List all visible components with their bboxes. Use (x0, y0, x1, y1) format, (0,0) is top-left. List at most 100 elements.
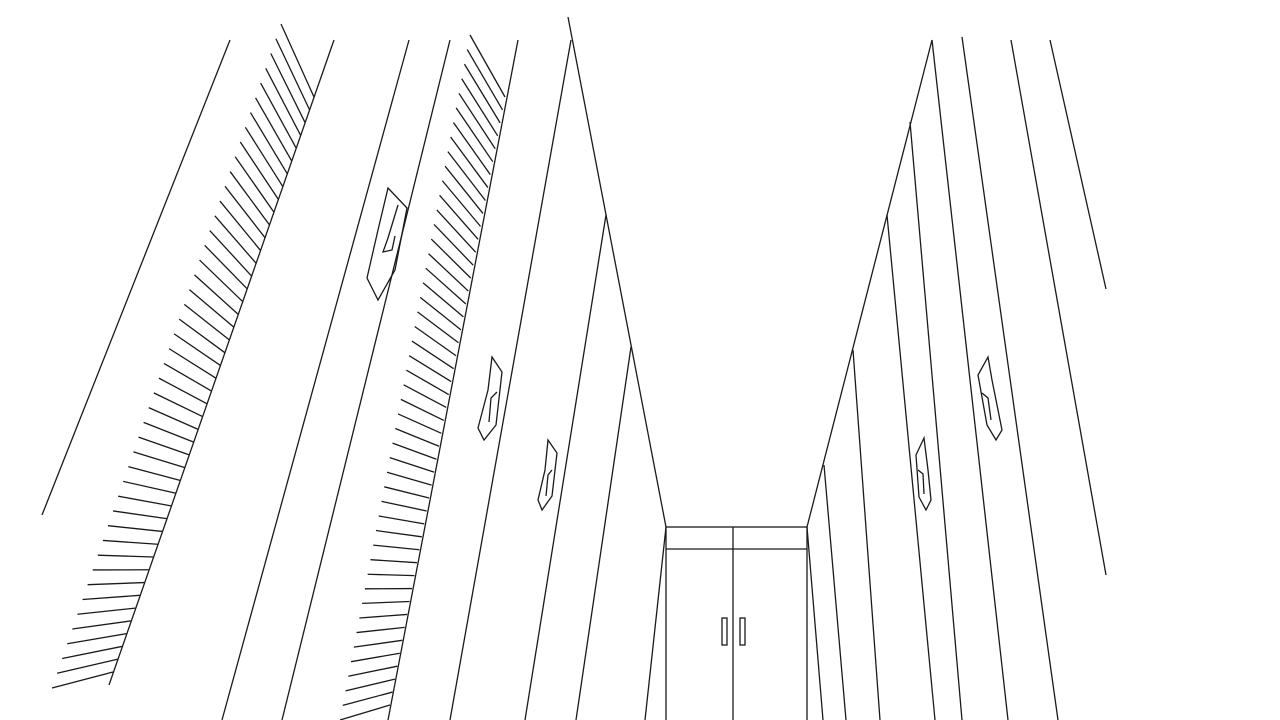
hatch-line (87, 581, 145, 586)
hatch-line (414, 325, 457, 357)
right-panel-line (823, 464, 847, 720)
hatch-line (204, 244, 248, 290)
hatch-line (441, 180, 482, 227)
hatch-line (239, 141, 279, 200)
hatch-line (339, 704, 391, 720)
hatch-line (199, 259, 243, 302)
hatch-line (406, 369, 450, 396)
hatch-line (370, 559, 417, 564)
left-edge-line (41, 39, 231, 516)
hatch-line (158, 377, 208, 405)
hatch-line (234, 156, 275, 213)
door-handle-detail (488, 391, 498, 423)
hatch-line (463, 63, 501, 124)
door-handle-icon (477, 355, 503, 442)
right-panel-line (852, 349, 881, 720)
door-handle-detail (917, 469, 925, 495)
hatch-line (386, 471, 432, 486)
hatch-line (168, 348, 217, 379)
hatch-line (219, 200, 261, 251)
hatch-line (353, 639, 403, 648)
hatch-line (224, 185, 266, 238)
hatch-line (384, 486, 430, 499)
hatch-line (62, 645, 123, 660)
door-handle-icon (537, 438, 558, 512)
right-edge-line (1049, 39, 1107, 290)
hatch-line (72, 620, 131, 630)
left-panel-line (221, 39, 410, 720)
hatch-line (244, 126, 284, 187)
right-panel-line (909, 121, 963, 720)
hatch-line (280, 23, 315, 98)
ceiling-edge-left (567, 16, 667, 528)
hatch-line (214, 215, 257, 264)
hatch-line (107, 525, 163, 533)
hatch-line (128, 466, 181, 481)
hatch-line (51, 671, 114, 689)
hatch-line (444, 165, 484, 214)
hatch-line (356, 626, 405, 634)
door-handle-icon (915, 435, 932, 512)
hatch-line (153, 392, 203, 418)
hatch-line (270, 53, 306, 123)
hatch-line (450, 136, 489, 188)
left-hatched-strip (51, 23, 315, 689)
door-handle-icon (366, 186, 408, 302)
hatch-line (183, 303, 230, 341)
right-panel-line (806, 526, 824, 720)
hatch-line (397, 413, 442, 434)
hatch-line (265, 67, 302, 136)
hatch-line (408, 355, 452, 383)
hatch-line (133, 451, 185, 469)
center-strip-edge (387, 39, 519, 720)
hatch-line (275, 38, 311, 111)
hatch-line (436, 209, 477, 253)
hatch-line (254, 97, 293, 162)
hatch-line (367, 573, 415, 577)
hatch-line (461, 78, 499, 137)
hatch-line (56, 658, 118, 674)
hatch-line (417, 311, 459, 344)
door-handle-detail (545, 469, 553, 497)
left-strip-edge (108, 39, 335, 686)
hatch-line (419, 296, 462, 331)
ceiling-edge-right (806, 39, 933, 528)
right-panel-line (931, 39, 1009, 720)
center-panel-line (575, 346, 632, 720)
hatch-line (138, 436, 190, 456)
hatch-line (395, 427, 440, 447)
cabinet-handle-right-icon[interactable] (739, 617, 746, 646)
door-handle-detail (381, 204, 399, 253)
center-panel-line (644, 526, 667, 720)
hatch-line (173, 333, 221, 366)
hatch-line (452, 122, 491, 175)
center-panel-line (524, 214, 607, 720)
hatch-line (400, 398, 445, 421)
hatch-line (422, 282, 464, 318)
hatch-line (469, 34, 506, 98)
hatch-line (378, 515, 425, 525)
back-cabinet (665, 526, 808, 720)
center-hatched-strip (339, 34, 506, 720)
hatch-line (425, 267, 467, 305)
hatch-line (77, 607, 136, 615)
hatch-line (97, 554, 154, 558)
cabinet-handle-left-icon[interactable] (721, 617, 728, 646)
hatch-line (178, 318, 226, 354)
hatch-line (455, 107, 494, 163)
right-edge-line (1010, 39, 1107, 576)
hatch-line (148, 407, 199, 430)
hatch-line (143, 421, 194, 443)
hatch-line (67, 633, 127, 645)
hatch-line (345, 678, 396, 692)
hatch-line (112, 510, 167, 520)
hatch-line (260, 82, 297, 149)
hatch-line (102, 539, 158, 545)
hatch-line (350, 652, 400, 663)
door-handle-icon (977, 355, 1003, 442)
right-panel-line (961, 36, 1059, 720)
hatch-line (389, 457, 435, 473)
hatch-line (342, 691, 393, 707)
hatch-line (188, 289, 235, 328)
